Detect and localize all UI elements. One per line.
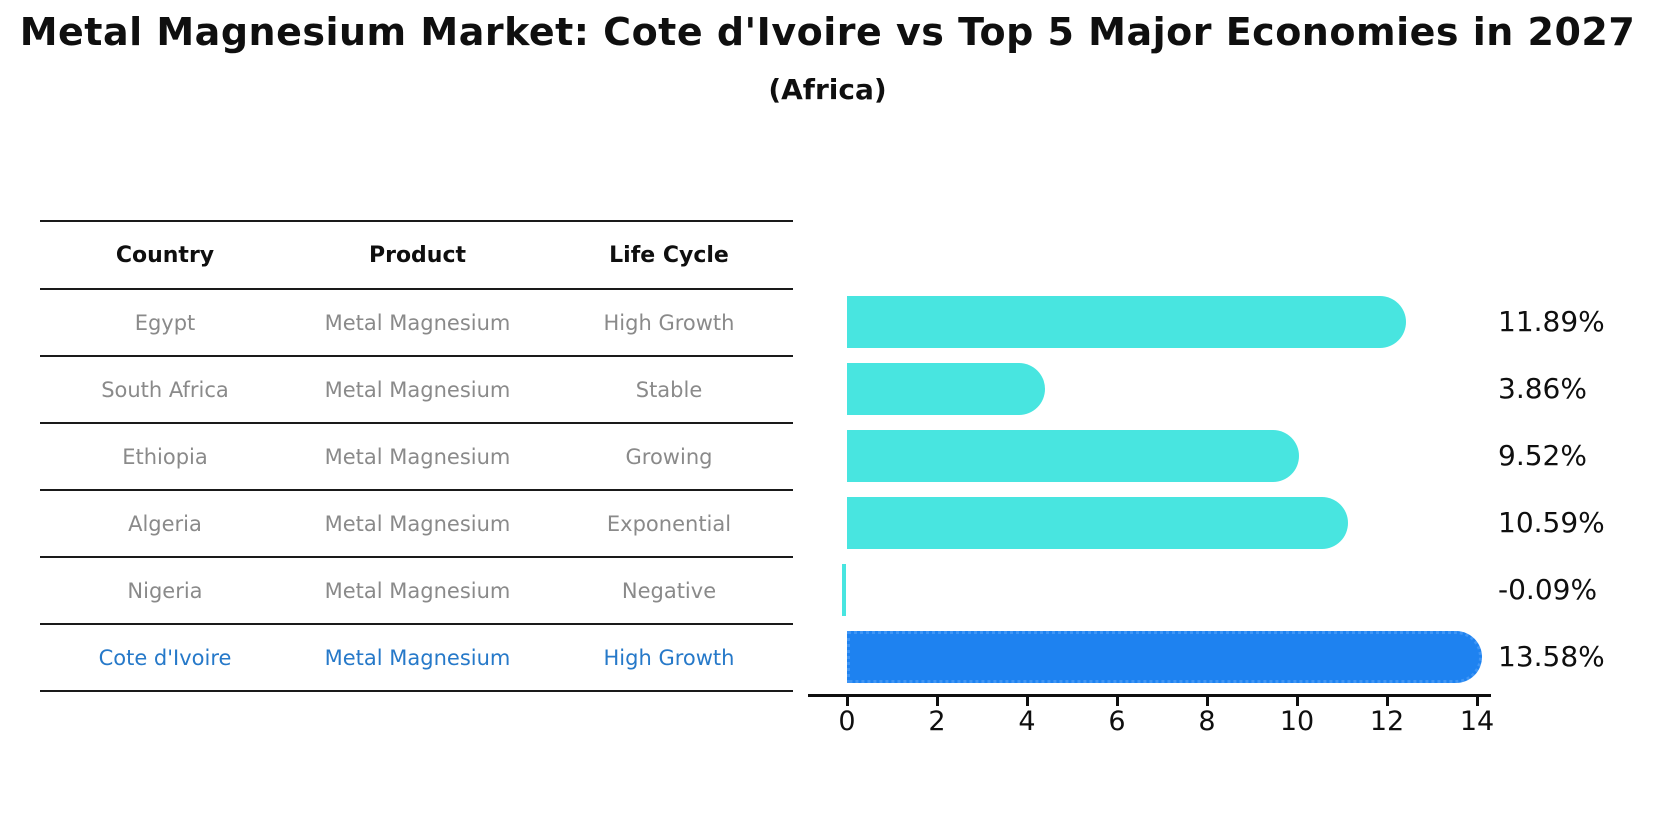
x-axis-line <box>808 694 1491 697</box>
x-tick-label-14: 14 <box>1459 706 1495 737</box>
table-row-south-africa: South Africa Metal Magnesium Stable <box>40 357 793 424</box>
cell-country: South Africa <box>101 377 229 402</box>
cell-country: Ethiopia <box>122 444 208 469</box>
cell-product: Metal Magnesium <box>324 578 511 603</box>
bar-cote-d-ivoire <box>847 631 1483 683</box>
x-tick-label-2: 2 <box>928 706 946 737</box>
cell-product: Metal Magnesium <box>324 511 511 536</box>
cell-life-cycle: High Growth <box>603 310 735 335</box>
value-label-ethiopia: 9.52% <box>1498 439 1587 472</box>
cell-country: Nigeria <box>127 578 203 603</box>
column-header-product: Product <box>368 242 467 268</box>
value-label-cote-d-ivoire: 13.58% <box>1498 640 1605 673</box>
x-tick-label-10: 10 <box>1279 706 1315 737</box>
cell-life-cycle: Stable <box>635 377 703 402</box>
value-label-south-africa: 3.86% <box>1498 372 1587 405</box>
x-tick-mark-2 <box>936 697 939 706</box>
x-tick-mark-6 <box>1116 697 1119 706</box>
cell-life-cycle: Negative <box>621 578 717 603</box>
table-row-egypt: Egypt Metal Magnesium High Growth <box>40 290 793 357</box>
x-tick-mark-8 <box>1206 697 1209 706</box>
page-subtitle: (Africa) <box>768 73 887 106</box>
bar-nigeria <box>841 564 846 616</box>
bar-egypt <box>847 296 1407 348</box>
table-row-ethiopia: Ethiopia Metal Magnesium Growing <box>40 424 793 491</box>
column-header-country: Country <box>115 242 215 268</box>
country-table: Country Product Life Cycle Egypt Metal Ma… <box>40 220 793 692</box>
column-header-life-cycle: Life Cycle <box>609 242 729 268</box>
page-title: Metal Magnesium Market: Cote d'Ivoire vs… <box>19 10 1636 54</box>
cell-life-cycle: High Growth <box>603 645 735 670</box>
x-tick-mark-0 <box>846 697 849 706</box>
x-tick-label-12: 12 <box>1369 706 1405 737</box>
cell-product: Metal Magnesium <box>324 444 511 469</box>
table-row-cote-d-ivoire: Cote d'Ivoire Metal Magnesium High Growth <box>40 625 793 692</box>
cell-country: Algeria <box>128 511 202 536</box>
value-label-nigeria: -0.09% <box>1498 573 1598 606</box>
cell-life-cycle: Exponential <box>606 511 732 536</box>
table-row-nigeria: Nigeria Metal Magnesium Negative <box>40 558 793 625</box>
cell-country: Cote d'Ivoire <box>98 645 232 670</box>
x-tick-mark-14 <box>1476 697 1479 706</box>
cell-life-cycle: Growing <box>625 444 713 469</box>
x-tick-label-0: 0 <box>838 706 856 737</box>
value-label-egypt: 11.89% <box>1498 305 1605 338</box>
bar-ethiopia <box>847 430 1300 482</box>
x-tick-mark-12 <box>1386 697 1389 706</box>
x-tick-mark-10 <box>1296 697 1299 706</box>
cell-product: Metal Magnesium <box>324 645 511 670</box>
value-label-algeria: 10.59% <box>1498 506 1605 539</box>
table-body: Egypt Metal Magnesium High Growth South Afr… <box>40 290 793 692</box>
table-header-row: Country Product Life Cycle <box>40 222 793 290</box>
cell-product: Metal Magnesium <box>324 377 511 402</box>
cell-product: Metal Magnesium <box>324 310 511 335</box>
cell-country: Egypt <box>134 310 196 335</box>
bar-algeria <box>847 497 1348 549</box>
x-tick-label-6: 6 <box>1108 706 1126 737</box>
x-tick-label-4: 4 <box>1018 706 1036 737</box>
x-tick-label-8: 8 <box>1198 706 1216 737</box>
x-tick-mark-4 <box>1026 697 1029 706</box>
table-row-algeria: Algeria Metal Magnesium Exponential <box>40 491 793 558</box>
bar-south-africa <box>847 363 1045 415</box>
